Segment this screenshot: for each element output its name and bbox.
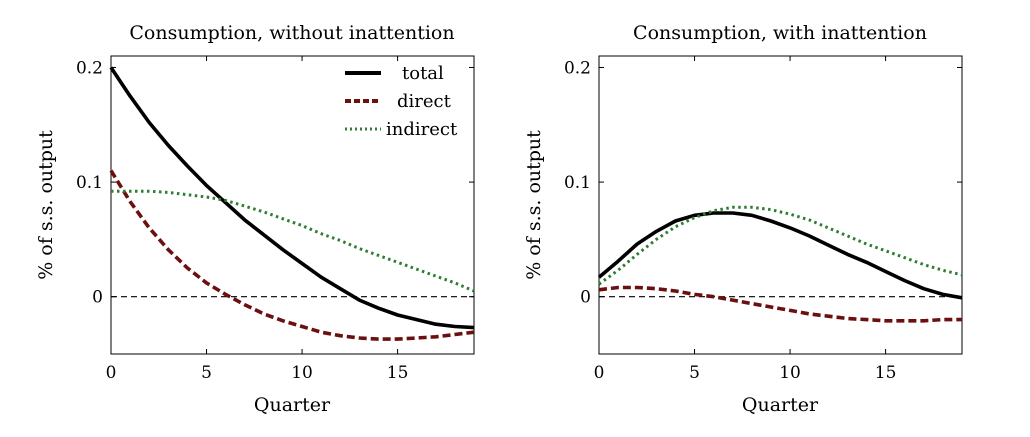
series-line-total (109, 66, 475, 330)
x-tick-label: 0 (594, 363, 605, 383)
x-axis-label: Quarter (254, 394, 331, 416)
chart-title: Consumption, without inattention (129, 22, 454, 44)
plot-frame (110, 55, 475, 355)
y-tick-label: 0 (92, 288, 103, 308)
x-tick-label: 10 (779, 363, 801, 383)
series-line-indirect (111, 189, 475, 293)
axis-ticks: 0 5 10 15 0 0.1 0.2 (76, 56, 474, 383)
x-tick-label: 15 (387, 363, 409, 383)
legend-label-total: total (402, 63, 444, 84)
x-axis-label: Quarter (742, 394, 819, 416)
series-layer (109, 66, 475, 341)
x-tick-label: 10 (291, 363, 313, 383)
y-axis-label: % of s.s. output (35, 130, 57, 280)
chart-panel-left: Consumption, without inattention 0 5 10 150… (35, 22, 475, 416)
y-axis-label: % of s.s. output (523, 130, 545, 280)
series-line-direct (598, 285, 962, 323)
y-tick-label: 0.2 (564, 58, 591, 78)
y-tick-label: 0.2 (76, 58, 103, 78)
axis-ticks: 0 5 10 15 0 0.1 0.2 (564, 56, 962, 383)
legend-label-direct: direct (397, 91, 452, 112)
plot-frame (598, 55, 963, 355)
x-tick-label: 15 (875, 363, 897, 383)
x-tick-label: 5 (201, 363, 212, 383)
chart-title: Consumption, with inattention (633, 22, 927, 44)
legend: total direct indirect (345, 63, 458, 140)
y-tick-label: 0 (580, 288, 591, 308)
x-tick-label: 0 (106, 363, 117, 383)
series-line-indirect (598, 205, 963, 286)
y-tick-label: 0.1 (76, 173, 103, 193)
x-tick-label: 5 (689, 363, 700, 383)
chart-panel-right: Consumption, with inattention 0 5 10 15 0 0.1… (523, 22, 963, 416)
series-line-direct (109, 169, 475, 341)
series-layer (597, 205, 963, 323)
series-line-total (597, 211, 963, 300)
y-tick-label: 0.1 (564, 173, 591, 193)
legend-label-indirect: indirect (386, 119, 458, 140)
